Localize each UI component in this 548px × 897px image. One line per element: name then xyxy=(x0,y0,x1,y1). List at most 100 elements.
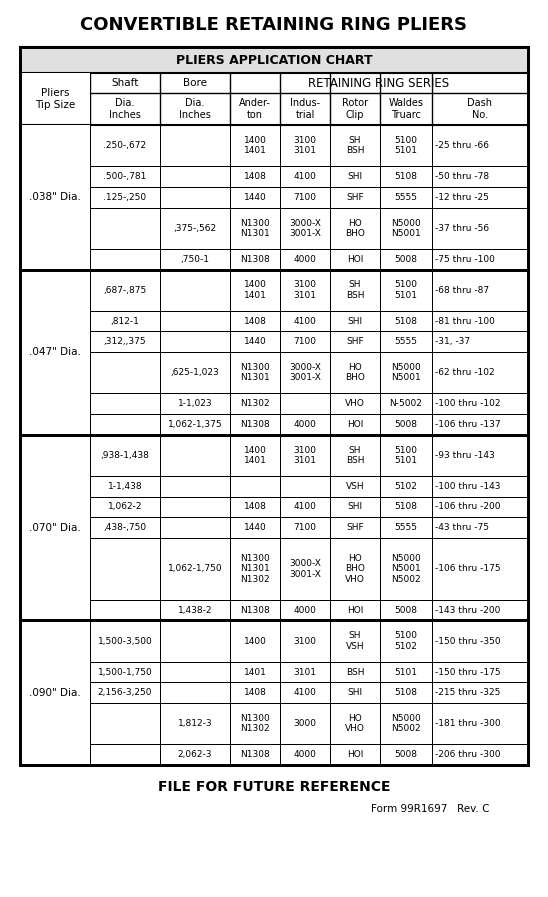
Bar xyxy=(160,683,230,703)
Text: 3100
3101: 3100 3101 xyxy=(294,446,317,465)
Text: -43 thru -75: -43 thru -75 xyxy=(435,523,489,532)
Bar xyxy=(380,269,432,310)
Text: SHI: SHI xyxy=(347,688,363,697)
Bar xyxy=(90,187,160,207)
Bar xyxy=(160,414,230,435)
Bar xyxy=(330,497,380,518)
Text: 5108: 5108 xyxy=(395,317,418,326)
Bar xyxy=(230,248,280,269)
Bar xyxy=(330,310,380,332)
Bar xyxy=(380,600,432,621)
Text: N5000
N5001: N5000 N5001 xyxy=(391,219,421,238)
Bar xyxy=(90,745,160,765)
Bar xyxy=(380,353,432,394)
Bar xyxy=(230,662,280,683)
Bar xyxy=(330,662,380,683)
Bar xyxy=(230,394,280,414)
Text: 7100: 7100 xyxy=(294,523,317,532)
Text: 5555: 5555 xyxy=(395,337,418,346)
Bar xyxy=(380,435,432,476)
Text: 1400: 1400 xyxy=(243,637,266,646)
Bar xyxy=(230,476,280,497)
Text: -75 thru -100: -75 thru -100 xyxy=(435,255,495,264)
Bar xyxy=(280,269,330,310)
Bar xyxy=(330,207,380,248)
Text: Pliers
Tip Size: Pliers Tip Size xyxy=(35,88,75,109)
Bar xyxy=(20,621,90,765)
Bar xyxy=(90,435,160,476)
Bar xyxy=(380,518,432,538)
Text: SHI: SHI xyxy=(347,172,363,181)
Text: 4000: 4000 xyxy=(294,255,316,264)
Text: Ander-
ton: Ander- ton xyxy=(239,98,271,120)
Bar xyxy=(432,518,528,538)
Bar xyxy=(280,683,330,703)
Bar xyxy=(432,394,528,414)
Bar xyxy=(230,166,280,187)
Text: Dash
No.: Dash No. xyxy=(467,98,493,120)
Text: HO
BHO
VHO: HO BHO VHO xyxy=(345,554,365,584)
Bar xyxy=(330,269,380,310)
Bar xyxy=(280,600,330,621)
Text: SHI: SHI xyxy=(347,502,363,511)
Text: 3000-X
3001-X: 3000-X 3001-X xyxy=(289,363,321,382)
Text: -150 thru -350: -150 thru -350 xyxy=(435,637,501,646)
Bar xyxy=(280,745,330,765)
Bar xyxy=(280,703,330,745)
Text: N5000
N5001
N5002: N5000 N5001 N5002 xyxy=(391,554,421,584)
Text: 1,500-3,500: 1,500-3,500 xyxy=(98,637,152,646)
Bar xyxy=(230,600,280,621)
Text: 5008: 5008 xyxy=(395,750,418,759)
Text: .500-,781: .500-,781 xyxy=(104,172,147,181)
Bar xyxy=(380,414,432,435)
Bar xyxy=(380,683,432,703)
Bar xyxy=(90,497,160,518)
Bar xyxy=(432,269,528,310)
Bar xyxy=(380,207,432,248)
Bar xyxy=(20,47,528,765)
Bar xyxy=(432,683,528,703)
Bar xyxy=(432,332,528,353)
Bar xyxy=(90,125,160,166)
Text: 1401: 1401 xyxy=(243,667,266,676)
Bar xyxy=(90,703,160,745)
Text: SHI: SHI xyxy=(347,317,363,326)
Bar xyxy=(280,332,330,353)
Bar xyxy=(330,166,380,187)
Text: -25 thru -66: -25 thru -66 xyxy=(435,141,489,150)
Text: 1,500-1,750: 1,500-1,750 xyxy=(98,667,152,676)
Bar xyxy=(160,662,230,683)
Text: SHF: SHF xyxy=(346,523,364,532)
Bar xyxy=(280,207,330,248)
Bar xyxy=(280,414,330,435)
Bar xyxy=(230,414,280,435)
Text: 5100
5101: 5100 5101 xyxy=(395,281,418,300)
Text: 1,062-1,750: 1,062-1,750 xyxy=(168,564,222,573)
Text: 4100: 4100 xyxy=(294,317,316,326)
Text: 5108: 5108 xyxy=(395,172,418,181)
Text: 5100
5102: 5100 5102 xyxy=(395,631,418,651)
Bar xyxy=(90,600,160,621)
Text: N1308: N1308 xyxy=(240,605,270,614)
Bar xyxy=(90,207,160,248)
Bar xyxy=(230,538,280,600)
Bar xyxy=(160,207,230,248)
Bar xyxy=(90,248,160,269)
Text: N1300
N1301: N1300 N1301 xyxy=(240,219,270,238)
Text: -106 thru -137: -106 thru -137 xyxy=(435,420,501,429)
Text: 3000-X
3001-X: 3000-X 3001-X xyxy=(289,559,321,579)
Text: 5108: 5108 xyxy=(395,688,418,697)
Text: 5555: 5555 xyxy=(395,523,418,532)
Bar xyxy=(90,332,160,353)
Text: 5008: 5008 xyxy=(395,420,418,429)
Bar xyxy=(230,683,280,703)
Bar xyxy=(380,538,432,600)
Text: -106 thru -200: -106 thru -200 xyxy=(435,502,500,511)
Bar xyxy=(280,662,330,683)
Text: -12 thru -25: -12 thru -25 xyxy=(435,193,489,202)
Bar xyxy=(432,600,528,621)
Bar xyxy=(90,662,160,683)
Text: N1300
N1301: N1300 N1301 xyxy=(240,363,270,382)
Bar xyxy=(90,166,160,187)
Text: 5102: 5102 xyxy=(395,482,418,491)
